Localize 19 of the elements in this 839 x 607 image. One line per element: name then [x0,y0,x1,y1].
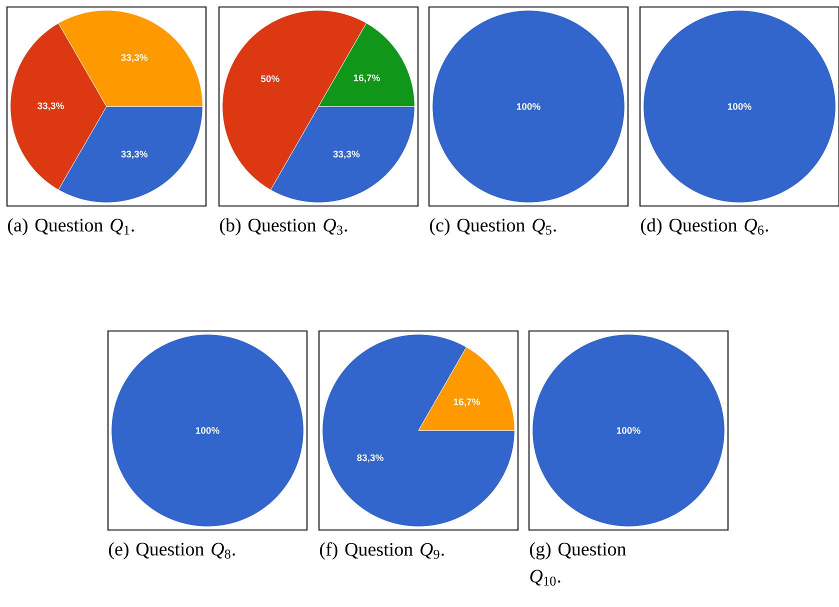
text: (g) Question Q$_{10}$. [530,542,626,586]
data-label: 33,3% [121,54,148,62]
data-label: 83,3% [357,454,384,462]
data-label: 100% [516,103,540,110]
text: (d) Question Q$_{6}$. [641,218,768,236]
data-label: 33,3% [121,150,148,159]
data-label: 33,3% [333,150,360,159]
text: (f) Question Q$_{9}$. [320,542,444,560]
data-label: 100% [616,427,640,434]
data-label: 100% [196,427,220,434]
text: (c) Question Q$_{5}$. [430,218,556,236]
data-label: 33,3% [37,102,64,111]
data-label: 50% [260,75,280,82]
data-label: 16,7% [454,398,480,407]
text: (a) Question Q$_{1}$. [8,218,134,236]
text: (b) Question Q$_{3}$. [220,218,347,236]
data-label: 100% [728,103,752,110]
text: (e) Question Q$_{8}$. [109,542,235,560]
data-label: 16,7% [354,74,380,83]
